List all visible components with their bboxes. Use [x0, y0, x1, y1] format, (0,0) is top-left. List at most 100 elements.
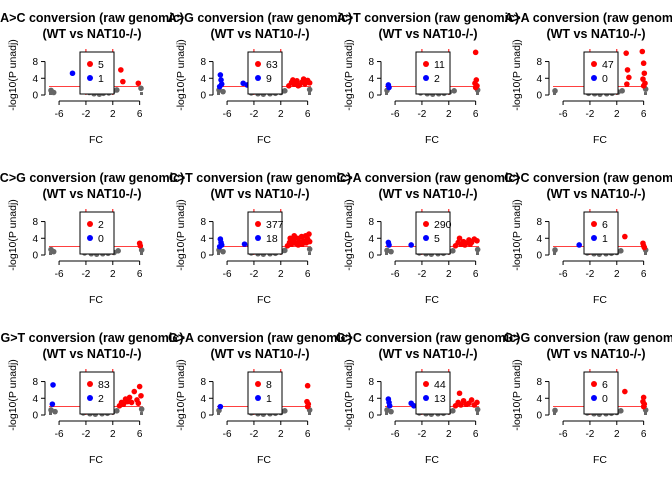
data-point-up	[306, 80, 313, 86]
ns-band-left	[217, 252, 220, 255]
data-point-up	[472, 84, 479, 91]
ns-band-right	[308, 252, 311, 255]
panel-title: C>G conversion (raw genomic)	[0, 171, 184, 185]
data-point-up	[622, 233, 628, 240]
panel-subtitle: (WT vs NAT10-/-)	[546, 187, 645, 201]
y-tick-label: 0	[368, 91, 374, 102]
x-tick-label: -2	[417, 429, 426, 440]
y-tick-label: 0	[536, 91, 542, 102]
ns-band-right	[140, 412, 143, 415]
panel-title: G>G conversion (raw genomic)	[503, 331, 672, 345]
x-tick-label: 6	[137, 109, 143, 120]
data-point-down	[386, 242, 392, 248]
data-point-up	[136, 383, 143, 390]
data-point-ns	[474, 406, 481, 413]
x-tick-label: -2	[585, 109, 594, 120]
data-point-up	[467, 241, 474, 247]
x-tick-label: 2	[446, 429, 452, 440]
legend-marker	[423, 61, 429, 67]
ns-band-right	[644, 92, 647, 95]
data-point-up	[639, 48, 646, 55]
data-point-ns	[282, 408, 288, 414]
legend-count: 0	[602, 73, 608, 85]
y-tick-label: 8	[536, 217, 542, 228]
data-point-up	[640, 403, 647, 410]
data-point-up	[295, 83, 302, 89]
y-tick-label: 8	[368, 377, 374, 388]
y-tick-label: 4	[200, 394, 206, 405]
volcano-panel: G>C conversion (raw genomic) (WT vs NAT10…	[336, 331, 520, 466]
volcano-panel: A>A conversion (raw genomic) (WT vs NAT10…	[504, 11, 672, 146]
legend-marker	[591, 395, 597, 401]
data-point-ns	[50, 89, 57, 96]
panel-subtitle: (WT vs NAT10-/-)	[378, 27, 477, 41]
x-tick-label: 6	[473, 269, 479, 280]
x-tick-label: -6	[391, 429, 400, 440]
panel-title: C>A conversion (raw genomic)	[336, 171, 519, 185]
data-point-ns	[114, 87, 120, 93]
legend-count: 377	[266, 219, 284, 231]
panel-title: C>C conversion (raw genomic)	[504, 171, 672, 185]
data-point-up	[131, 388, 138, 395]
data-point-ns	[552, 407, 558, 414]
y-tick-label: 8	[200, 377, 206, 388]
volcano-panel: C>T conversion (raw genomic) (WT vs NAT10…	[169, 171, 351, 306]
data-point-up	[138, 392, 144, 399]
data-point-down	[218, 77, 224, 83]
legend-marker	[87, 381, 93, 387]
y-axis-label: -log10(P unadj)	[175, 39, 187, 111]
volcano-panel: C>A conversion (raw genomic) (WT vs NAT10…	[336, 171, 519, 306]
volcano-panel: C>G conversion (raw genomic) (WT vs NAT10…	[0, 171, 184, 306]
y-tick-label: 8	[368, 57, 374, 68]
data-point-ns	[474, 246, 481, 253]
y-tick-label: 8	[32, 377, 38, 388]
data-point-down	[386, 84, 392, 91]
x-tick-label: 2	[614, 269, 620, 280]
data-point-up	[641, 244, 648, 251]
legend-box	[583, 211, 619, 255]
data-point-up	[118, 67, 124, 73]
data-point-up	[291, 232, 298, 239]
legend-count: 83	[98, 379, 110, 391]
data-point-up	[120, 401, 127, 407]
x-tick-label: 6	[473, 429, 479, 440]
volcano-panel: G>A conversion (raw genomic) (WT vs NAT10…	[168, 331, 352, 466]
legend-count: 1	[98, 73, 104, 85]
data-point-ns	[618, 408, 624, 414]
panel-subtitle: (WT vs NAT10-/-)	[210, 347, 309, 361]
x-tick-label: 6	[641, 109, 647, 120]
legend-marker	[591, 381, 597, 387]
y-axis-label: -log10(P unadj)	[7, 199, 19, 271]
volcano-panel: C>C conversion (raw genomic) (WT vs NAT10…	[504, 171, 672, 306]
legend-box	[247, 211, 283, 255]
legend-box	[415, 211, 451, 255]
legend-count: 290	[434, 219, 452, 231]
data-point-ns	[388, 408, 394, 415]
x-axis-label: FC	[257, 134, 271, 146]
data-point-up	[128, 399, 135, 406]
data-point-down	[216, 83, 223, 90]
y-tick-label: 0	[32, 251, 38, 262]
data-point-ns	[306, 86, 313, 93]
legend-box	[415, 371, 451, 415]
data-point-up	[462, 242, 468, 248]
legend-marker	[255, 61, 261, 67]
x-tick-label: 6	[641, 429, 647, 440]
x-tick-label: -2	[417, 269, 426, 280]
y-tick-label: 0	[200, 411, 206, 422]
legend-marker	[591, 235, 597, 241]
y-axis-label: -log10(P unadj)	[511, 199, 523, 271]
data-point-ns	[618, 248, 624, 254]
data-point-up	[456, 390, 463, 397]
legend-marker	[87, 61, 93, 67]
legend-count: 63	[266, 59, 278, 71]
ns-band-left	[49, 252, 52, 255]
y-tick-label: 4	[368, 234, 374, 245]
volcano-panel: A>G conversion (raw genomic) (WT vs NAT10…	[168, 11, 352, 146]
x-tick-label: -6	[55, 109, 64, 120]
x-axis-label: FC	[89, 454, 103, 466]
ns-band-right	[140, 92, 143, 95]
ns-band-left	[385, 92, 388, 95]
data-point-up	[641, 70, 648, 77]
